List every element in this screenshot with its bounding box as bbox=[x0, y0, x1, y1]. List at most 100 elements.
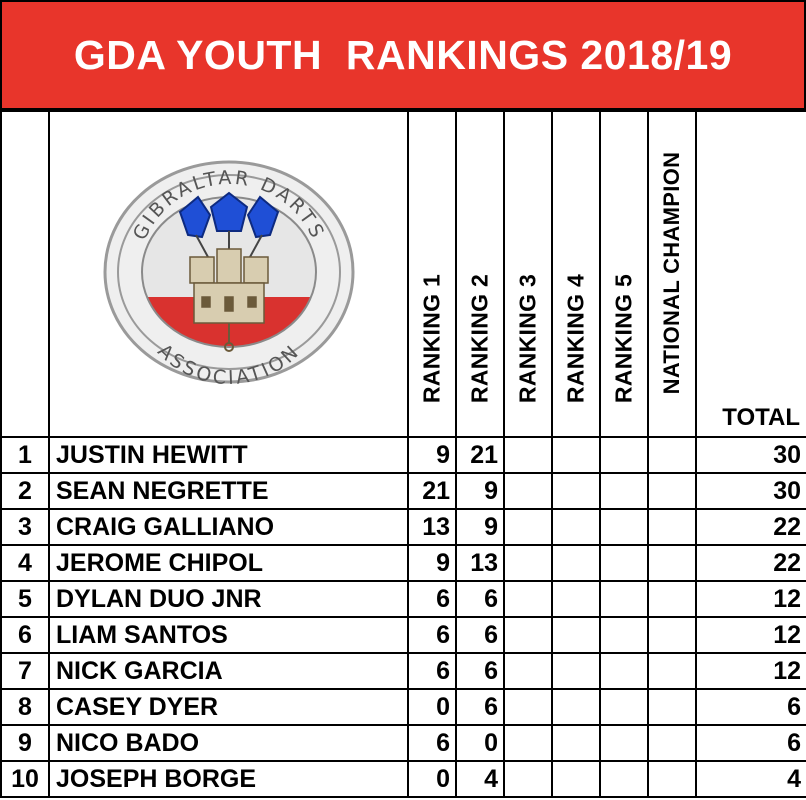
player-name: JOSEPH BORGE bbox=[48, 760, 409, 798]
table-row: 6 LIAM SANTOS 6 6 12 bbox=[0, 616, 806, 654]
table-row: 1 JUSTIN HEWITT 9 21 30 bbox=[0, 436, 806, 474]
table-row: 3 CRAIG GALLIANO 13 9 22 bbox=[0, 508, 806, 546]
ranking-4-score bbox=[551, 616, 601, 654]
rank-position: 2 bbox=[0, 472, 50, 510]
ranking-3-score bbox=[503, 688, 553, 726]
ranking-3-score bbox=[503, 580, 553, 618]
ranking-1-score: 0 bbox=[407, 760, 457, 798]
ranking-5-score bbox=[599, 760, 649, 798]
player-name: NICO BADO bbox=[48, 724, 409, 762]
total-score: 22 bbox=[695, 544, 806, 582]
ranking-5-score bbox=[599, 652, 649, 690]
header-row: GIBRALTAR DARTS ASSOCIATION bbox=[0, 110, 806, 438]
ranking-2-score: 6 bbox=[455, 652, 505, 690]
ranking-1-score: 0 bbox=[407, 688, 457, 726]
ranking-3-score bbox=[503, 652, 553, 690]
rankings-table: GIBRALTAR DARTS ASSOCIATION bbox=[0, 110, 806, 798]
table-row: 8 CASEY DYER 0 6 6 bbox=[0, 688, 806, 726]
table-row: 2 SEAN NEGRETTE 21 9 30 bbox=[0, 472, 806, 510]
national-champion-score bbox=[647, 580, 697, 618]
ranking-4-score bbox=[551, 760, 601, 798]
national-champion-score bbox=[647, 652, 697, 690]
ranking-5-score bbox=[599, 724, 649, 762]
ranking-5-score bbox=[599, 508, 649, 546]
ranking-2-score: 13 bbox=[455, 544, 505, 582]
ranking-1-score: 9 bbox=[407, 544, 457, 582]
title-banner: GDA YOUTH RANKINGS 2018/19 bbox=[0, 0, 806, 110]
ranking-3-score bbox=[503, 472, 553, 510]
ranking-3-score bbox=[503, 436, 553, 474]
ranking-5-score bbox=[599, 688, 649, 726]
player-name: JEROME CHIPOL bbox=[48, 544, 409, 582]
total-score: 6 bbox=[695, 724, 806, 762]
ranking-5-score bbox=[599, 544, 649, 582]
total-score: 12 bbox=[695, 616, 806, 654]
national-champion-score bbox=[647, 472, 697, 510]
ranking-1-score: 6 bbox=[407, 724, 457, 762]
header-ranking-5: RANKING 5 bbox=[599, 110, 649, 438]
national-champion-score bbox=[647, 688, 697, 726]
page-title: GDA YOUTH RANKINGS 2018/19 bbox=[73, 31, 733, 78]
ranking-4-score bbox=[551, 688, 601, 726]
rank-position: 3 bbox=[0, 508, 50, 546]
header-ranking-3: RANKING 3 bbox=[503, 110, 553, 438]
gibraltar-darts-association-logo: GIBRALTAR DARTS ASSOCIATION bbox=[97, 156, 360, 389]
ranking-2-score: 6 bbox=[455, 580, 505, 618]
ranking-1-score: 6 bbox=[407, 616, 457, 654]
ranking-1-score: 6 bbox=[407, 580, 457, 618]
table-row: 9 NICO BADO 6 0 6 bbox=[0, 724, 806, 762]
player-name: SEAN NEGRETTE bbox=[48, 472, 409, 510]
ranking-4-score bbox=[551, 436, 601, 474]
key-icon bbox=[223, 322, 234, 352]
ranking-4-score bbox=[551, 652, 601, 690]
table-row: 7 NICK GARCIA 6 6 12 bbox=[0, 652, 806, 690]
player-name: DYLAN DUO JNR bbox=[48, 580, 409, 618]
header-position-cell bbox=[0, 110, 50, 438]
table-row: 10 JOSEPH BORGE 0 4 4 bbox=[0, 760, 806, 798]
castle-icon bbox=[188, 247, 269, 324]
player-name: JUSTIN HEWITT bbox=[48, 436, 409, 474]
rank-position: 8 bbox=[0, 688, 50, 726]
national-champion-score bbox=[647, 724, 697, 762]
player-name: CRAIG GALLIANO bbox=[48, 508, 409, 546]
national-champion-score bbox=[647, 508, 697, 546]
ranking-5-score bbox=[599, 580, 649, 618]
ranking-3-score bbox=[503, 760, 553, 798]
ranking-4-score bbox=[551, 580, 601, 618]
header-total: TOTAL bbox=[695, 110, 806, 438]
rank-position: 6 bbox=[0, 616, 50, 654]
total-score: 30 bbox=[695, 436, 806, 474]
total-score: 12 bbox=[695, 580, 806, 618]
total-score: 6 bbox=[695, 688, 806, 726]
ranking-2-score: 6 bbox=[455, 688, 505, 726]
national-champion-score bbox=[647, 760, 697, 798]
ranking-2-score: 0 bbox=[455, 724, 505, 762]
national-champion-score bbox=[647, 436, 697, 474]
dart-flights-icon bbox=[178, 191, 279, 257]
ranking-5-score bbox=[599, 472, 649, 510]
logo-cell: GIBRALTAR DARTS ASSOCIATION bbox=[48, 110, 409, 438]
total-score: 4 bbox=[695, 760, 806, 798]
ranking-5-score bbox=[599, 436, 649, 474]
rank-position: 4 bbox=[0, 544, 50, 582]
total-score: 12 bbox=[695, 652, 806, 690]
player-name: LIAM SANTOS bbox=[48, 616, 409, 654]
ranking-2-score: 9 bbox=[455, 508, 505, 546]
ranking-1-score: 9 bbox=[407, 436, 457, 474]
ranking-1-score: 21 bbox=[407, 472, 457, 510]
ranking-3-score bbox=[503, 724, 553, 762]
header-ranking-4: RANKING 4 bbox=[551, 110, 601, 438]
total-score: 30 bbox=[695, 472, 806, 510]
table-row: 5 DYLAN DUO JNR 6 6 12 bbox=[0, 580, 806, 618]
ranking-3-score bbox=[503, 544, 553, 582]
rank-position: 5 bbox=[0, 580, 50, 618]
header-ranking-2: RANKING 2 bbox=[455, 110, 505, 438]
header-ranking-1: RANKING 1 bbox=[407, 110, 457, 438]
ranking-1-score: 6 bbox=[407, 652, 457, 690]
ranking-3-score bbox=[503, 508, 553, 546]
player-name: NICK GARCIA bbox=[48, 652, 409, 690]
ranking-3-score bbox=[503, 616, 553, 654]
rank-position: 10 bbox=[0, 760, 50, 798]
rank-position: 1 bbox=[0, 436, 50, 474]
